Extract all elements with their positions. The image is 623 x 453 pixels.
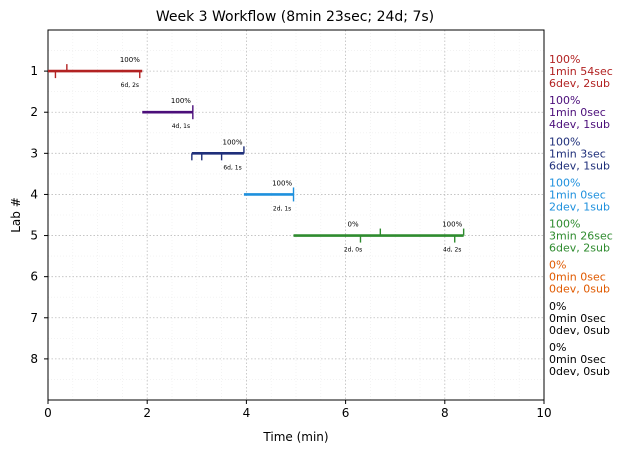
lab-4-summary-line: 1min 0sec xyxy=(549,188,606,201)
plot-frame xyxy=(47,29,545,401)
lab-5-summary-line: 3min 26sec xyxy=(549,230,613,243)
lab-2-summary-line: 100% xyxy=(549,94,580,107)
lab-2-segment-percent: 100% xyxy=(171,97,191,105)
lab-5-segment-percent: 100% xyxy=(442,221,462,229)
lab-5-segment-detail: 2d, 0s xyxy=(344,247,362,254)
lab-8-summary-line: 0min 0sec xyxy=(549,353,606,366)
lab-7-summary-line: 0dev, 0sub xyxy=(549,324,610,337)
y-tick-label: 3 xyxy=(30,146,38,160)
lab-1-summary-line: 6dev, 2sub xyxy=(549,77,610,90)
x-tick-label: 8 xyxy=(441,406,449,420)
x-tick-label: 0 xyxy=(44,406,52,420)
lab-6-summary-line: 0dev, 0sub xyxy=(549,283,610,296)
lab-1-segment-detail: 6d, 2s xyxy=(121,82,139,89)
y-tick-label: 1 xyxy=(30,64,38,78)
lab-6-summary-line: 0min 0sec xyxy=(549,271,606,284)
lab-5-summary-line: 6dev, 2sub xyxy=(549,242,610,255)
x-tick-label: 6 xyxy=(342,406,350,420)
lab-7-summary-line: 0% xyxy=(549,300,566,313)
lab-3-summary-line: 6dev, 1sub xyxy=(549,159,610,172)
y-tick-label: 8 xyxy=(30,352,38,366)
x-tick-label: 2 xyxy=(143,406,151,420)
grid-layer xyxy=(48,30,544,400)
lab-2-summary-line: 1min 0sec xyxy=(549,106,606,119)
chart-title: Week 3 Workflow (8min 23sec; 24d; 7s) xyxy=(156,9,434,25)
bars-layer: 100% 6d, 2s 100% 4d, 1s 100% 6d, 1s 100% 2d, 1s… xyxy=(48,56,465,254)
x-axis-label: Time (min) xyxy=(262,430,328,444)
y-tick-label: 7 xyxy=(30,311,38,325)
lab-1-summary-line: 1min 54sec xyxy=(549,65,613,78)
lab-1-summary-line: 100% xyxy=(549,53,580,66)
lab-4-summary-line: 2dev, 1sub xyxy=(549,200,610,213)
x-tick-label: 4 xyxy=(243,406,251,420)
y-tick-label: 4 xyxy=(30,187,38,201)
lab-5-summary-line: 100% xyxy=(549,218,580,231)
lab-4-segment-percent: 100% xyxy=(272,179,292,187)
lab-5-segment-detail: 4d, 2s xyxy=(443,247,461,254)
x-tick-label: 10 xyxy=(536,406,551,420)
lab-5-segment-percent: 0% xyxy=(347,221,358,229)
lab-7-summary-line: 0min 0sec xyxy=(549,312,606,325)
lab-3-summary-line: 1min 3sec xyxy=(549,147,606,160)
lab-3-segment-detail: 6d, 1s xyxy=(223,164,241,171)
y-tick-label: 6 xyxy=(30,270,38,284)
lab-2-segment-detail: 4d, 1s xyxy=(172,123,190,130)
lab-1-segment-percent: 100% xyxy=(120,56,140,64)
lab-4-summary-line: 100% xyxy=(549,176,580,189)
y-tick-label: 2 xyxy=(30,105,38,119)
lab-3-segment-percent: 100% xyxy=(223,138,243,146)
lab-3-summary-line: 100% xyxy=(549,135,580,148)
lab-8-summary-line: 0% xyxy=(549,341,566,354)
lab-4-segment-detail: 2d, 1s xyxy=(273,205,291,212)
lab-2-summary-line: 4dev, 1sub xyxy=(549,118,610,131)
lab-8-summary-line: 0dev, 0sub xyxy=(549,365,610,378)
y-tick-label: 5 xyxy=(30,229,38,243)
y-axis-label: Lab # xyxy=(9,197,23,233)
lab-6-summary-line: 0% xyxy=(549,259,566,272)
